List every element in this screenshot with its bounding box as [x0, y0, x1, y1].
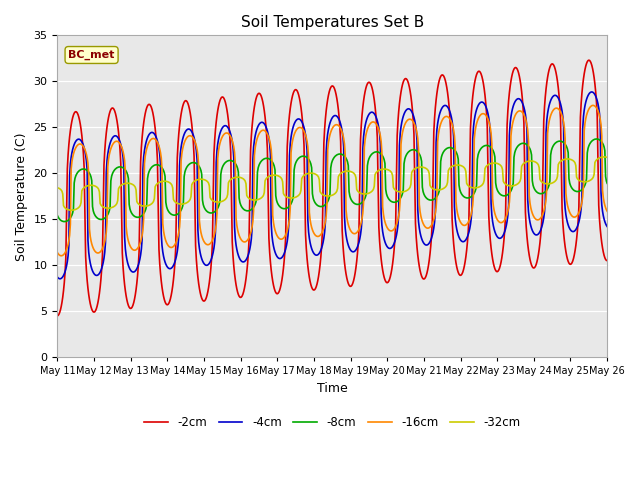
-16cm — [432, 205, 440, 211]
-16cm — [198, 235, 206, 241]
-16cm — [175, 229, 182, 235]
-4cm — [432, 139, 440, 145]
-4cm — [324, 126, 332, 132]
-2cm — [378, 256, 385, 262]
Text: BC_met: BC_met — [68, 50, 115, 60]
Line: -2cm: -2cm — [58, 60, 607, 316]
-8cm — [378, 152, 386, 158]
-16cm — [554, 106, 561, 111]
X-axis label: Time: Time — [317, 382, 348, 395]
-16cm — [604, 208, 611, 214]
-2cm — [585, 57, 593, 63]
-32cm — [600, 154, 608, 160]
-32cm — [175, 201, 182, 207]
-32cm — [604, 155, 611, 160]
-32cm — [324, 193, 332, 199]
-32cm — [54, 185, 61, 191]
-32cm — [378, 167, 386, 172]
-8cm — [175, 210, 182, 216]
-4cm — [588, 89, 596, 95]
-8cm — [432, 194, 440, 200]
Line: -8cm: -8cm — [58, 139, 607, 222]
-32cm — [67, 207, 75, 213]
-8cm — [60, 219, 68, 225]
-16cm — [58, 253, 65, 259]
-2cm — [54, 313, 61, 319]
-2cm — [198, 295, 205, 301]
-16cm — [324, 140, 332, 145]
-4cm — [56, 276, 63, 282]
-2cm — [431, 105, 439, 111]
-4cm — [554, 94, 561, 100]
-2cm — [324, 96, 332, 102]
-16cm — [378, 149, 386, 155]
-16cm — [589, 103, 597, 108]
-2cm — [604, 258, 611, 264]
-8cm — [324, 197, 332, 203]
Line: -32cm: -32cm — [58, 157, 607, 210]
-8cm — [593, 136, 600, 142]
-8cm — [54, 213, 61, 218]
Legend: -2cm, -4cm, -8cm, -16cm, -32cm: -2cm, -4cm, -8cm, -16cm, -32cm — [140, 411, 525, 434]
-2cm — [553, 73, 561, 79]
-4cm — [604, 224, 611, 229]
Line: -16cm: -16cm — [58, 106, 607, 256]
-4cm — [198, 258, 206, 264]
-8cm — [198, 197, 206, 203]
-8cm — [604, 180, 611, 186]
-16cm — [54, 250, 61, 255]
-2cm — [174, 141, 182, 146]
Y-axis label: Soil Temperature (C): Soil Temperature (C) — [15, 132, 28, 261]
Line: -4cm: -4cm — [58, 92, 607, 279]
-4cm — [54, 274, 61, 280]
-32cm — [198, 176, 206, 182]
-8cm — [554, 139, 561, 144]
-32cm — [432, 187, 440, 192]
-4cm — [378, 222, 386, 228]
-32cm — [554, 173, 561, 179]
Title: Soil Temperatures Set B: Soil Temperatures Set B — [241, 15, 424, 30]
-4cm — [175, 232, 182, 238]
